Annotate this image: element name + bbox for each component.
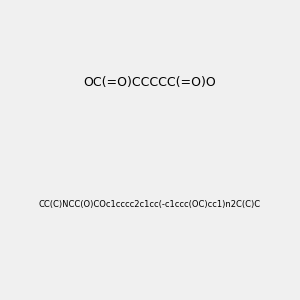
Text: CC(C)NCC(O)COc1cccc2c1cc(-c1ccc(OC)cc1)n2C(C)C: CC(C)NCC(O)COc1cccc2c1cc(-c1ccc(OC)cc1)n… [39,200,261,208]
Text: OC(=O)CCCCC(=O)O: OC(=O)CCCCC(=O)O [84,76,216,89]
